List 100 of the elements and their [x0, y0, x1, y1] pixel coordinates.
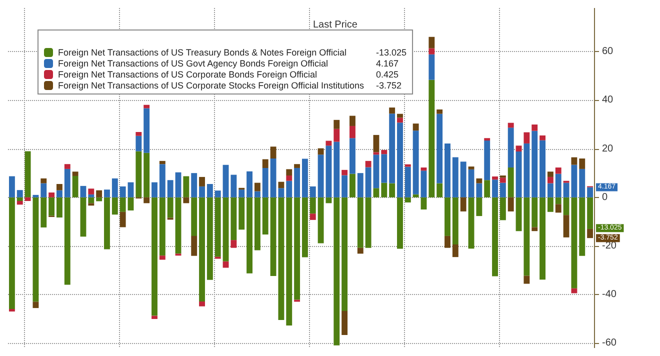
bar — [238, 197, 245, 230]
y-tick-label: 60 — [602, 46, 614, 58]
bar — [516, 146, 522, 152]
bar — [460, 162, 466, 198]
bar — [468, 197, 474, 249]
bar — [579, 168, 586, 198]
bar — [468, 166, 474, 170]
legend-label: Foreign Net Transactions of US Treasury Bonds & Notes Foreign Official — [58, 48, 346, 58]
bar — [532, 227, 538, 232]
bar — [563, 215, 570, 238]
bar — [342, 170, 348, 176]
bar — [48, 192, 55, 198]
bar — [365, 160, 372, 168]
bar — [40, 197, 47, 228]
bar — [342, 197, 348, 311]
bar — [587, 187, 594, 198]
bar — [444, 197, 450, 236]
bar — [286, 197, 292, 326]
legend-label: Foreign Net Transactions of US Corporate Stocks Foreign Official Institutions — [58, 80, 364, 90]
bar — [310, 214, 316, 220]
bar — [278, 182, 284, 188]
bar — [159, 164, 166, 198]
bar — [516, 197, 522, 232]
bar — [32, 302, 39, 308]
bar — [199, 301, 205, 306]
bar — [555, 197, 562, 204]
bar — [40, 183, 47, 198]
bar — [152, 316, 158, 319]
bar — [214, 190, 221, 198]
y-tick-label: 20 — [602, 143, 614, 154]
bar — [230, 174, 237, 198]
bar — [500, 197, 506, 220]
bar — [88, 197, 94, 204]
bar — [246, 197, 252, 274]
bar — [492, 197, 498, 276]
bar — [389, 114, 396, 184]
bar — [381, 154, 388, 183]
bar — [199, 176, 205, 186]
bar — [428, 36, 435, 48]
bar — [88, 194, 94, 198]
bar — [436, 114, 443, 184]
bar — [286, 169, 292, 176]
bar — [64, 168, 70, 198]
bar — [500, 178, 506, 183]
bar — [389, 183, 396, 198]
bar — [16, 190, 23, 198]
bar — [524, 143, 530, 198]
bar — [183, 176, 190, 198]
bar — [365, 197, 372, 248]
bar — [381, 182, 388, 198]
bar — [334, 142, 340, 198]
bar — [88, 188, 94, 194]
bar — [460, 197, 466, 212]
bar — [468, 169, 474, 198]
bar — [397, 118, 403, 123]
bar — [206, 184, 213, 198]
bar — [32, 197, 39, 302]
bar — [404, 197, 411, 202]
bar — [80, 186, 86, 198]
bar — [167, 180, 174, 198]
bar — [540, 135, 546, 140]
bar — [286, 176, 292, 181]
bar — [112, 197, 118, 215]
bar — [484, 140, 490, 180]
bar — [342, 310, 348, 335]
bar — [144, 152, 150, 198]
bar — [40, 178, 47, 184]
bar — [24, 197, 31, 201]
bar — [555, 204, 562, 213]
bar — [373, 134, 380, 152]
bar — [230, 197, 237, 240]
bar — [159, 197, 166, 256]
legend-label: Foreign Net Transactions of US Govt Agency Bonds Foreign Official — [58, 58, 328, 68]
bar — [571, 157, 578, 165]
bar — [412, 194, 419, 198]
bar — [389, 108, 396, 114]
bar — [587, 228, 594, 238]
bar — [112, 178, 118, 198]
bar — [96, 197, 102, 202]
bar — [555, 174, 562, 198]
bar — [230, 240, 237, 248]
bar — [444, 236, 450, 248]
bar — [342, 175, 348, 198]
bar — [191, 197, 198, 236]
bar — [547, 176, 554, 184]
bar — [56, 184, 62, 190]
annotation: -13.025 — [376, 48, 407, 58]
bar — [350, 138, 356, 174]
annotation: 0.425 — [376, 70, 399, 80]
bar — [350, 126, 356, 138]
bar — [136, 151, 142, 198]
bar — [199, 197, 205, 302]
bar — [16, 197, 23, 201]
bar — [524, 132, 530, 144]
bar — [397, 114, 403, 118]
bar — [412, 124, 419, 131]
bar — [24, 151, 31, 198]
bar — [404, 166, 411, 198]
annotation: 4.167 — [376, 58, 399, 68]
bar — [286, 180, 292, 198]
